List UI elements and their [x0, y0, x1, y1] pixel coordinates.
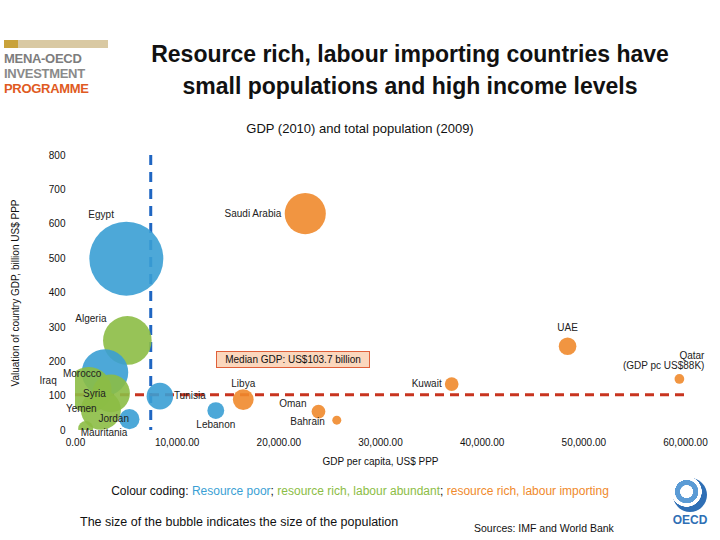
- svg-text:50,000.00: 50,000.00: [562, 437, 607, 448]
- svg-text:Egypt: Egypt: [88, 209, 114, 220]
- svg-text:Jordan: Jordan: [98, 413, 129, 424]
- svg-text:Qatar(GDP pc US$88K): Qatar(GDP pc US$88K): [623, 350, 705, 371]
- svg-text:Morocco: Morocco: [63, 368, 102, 379]
- html-text:Colour coding: Resource poor;: Colour coding: Resource poor; resource r…: [111, 484, 609, 498]
- svg-text:300: 300: [49, 322, 66, 333]
- svg-text:400: 400: [49, 287, 66, 298]
- svg-text:40,000.00: 40,000.00: [460, 437, 505, 448]
- svg-text:GDP per capita, US$ PPP: GDP per capita, US$ PPP: [323, 456, 439, 467]
- svg-text:700: 700: [49, 184, 66, 195]
- svg-text:10,000.00: 10,000.00: [155, 437, 200, 448]
- html-text:PROGRAMME: PROGRAMME: [4, 81, 89, 96]
- html-text:INVESTMENT: INVESTMENT: [4, 66, 85, 81]
- svg-text:Tunisia: Tunisia: [174, 390, 206, 401]
- svg-text:500: 500: [49, 253, 66, 264]
- html-text:Resource rich, labour importin: Resource rich, labour importing countrie…: [151, 41, 669, 99]
- svg-text:800: 800: [49, 150, 66, 161]
- svg-text:Lebanon: Lebanon: [196, 419, 235, 430]
- html-text:MENA-OECD: MENA-OECD: [4, 51, 82, 66]
- svg-text:Algeria: Algeria: [75, 313, 107, 324]
- svg-text:Mauritania: Mauritania: [81, 427, 128, 438]
- svg-text:30,000.00: 30,000.00: [358, 437, 403, 448]
- svg-text:0.00: 0.00: [66, 437, 86, 448]
- svg-text:Bahrain: Bahrain: [290, 416, 324, 427]
- svg-text:Libya: Libya: [231, 378, 255, 389]
- svg-text:60,000.00: 60,000.00: [663, 437, 708, 448]
- svg-text:Syria: Syria: [83, 388, 106, 399]
- svg-text:100: 100: [49, 390, 66, 401]
- svg-text:Saudi Arabia: Saudi Arabia: [225, 208, 282, 219]
- svg-text:600: 600: [49, 218, 66, 229]
- svg-text:Yemen: Yemen: [66, 403, 97, 414]
- html-text:Sources: IMF and World Bank: Sources: IMF and World Bank: [474, 522, 614, 534]
- svg-text:UAE: UAE: [557, 322, 578, 333]
- svg-text:20,000.00: 20,000.00: [257, 437, 302, 448]
- svg-text:Iraq: Iraq: [39, 375, 56, 386]
- svg-text:Valuation of country GDP, bill: Valuation of country GDP, billion US$ PP…: [10, 199, 21, 386]
- html-text:GDP (2010) and total populatio: GDP (2010) and total population (2009): [246, 121, 474, 136]
- svg-text:Oman: Oman: [279, 398, 306, 409]
- html-text:The size of the bubble indicat: The size of the bubble indicates the siz…: [80, 515, 399, 529]
- svg-text:200: 200: [49, 356, 66, 367]
- svg-text:0: 0: [60, 425, 66, 436]
- svg-text:Kuwait: Kuwait: [412, 378, 442, 389]
- html-text:OECD: OECD: [672, 513, 708, 527]
- html-text:Median GDP: US$103.7 billion: Median GDP: US$103.7 billion: [225, 354, 361, 365]
